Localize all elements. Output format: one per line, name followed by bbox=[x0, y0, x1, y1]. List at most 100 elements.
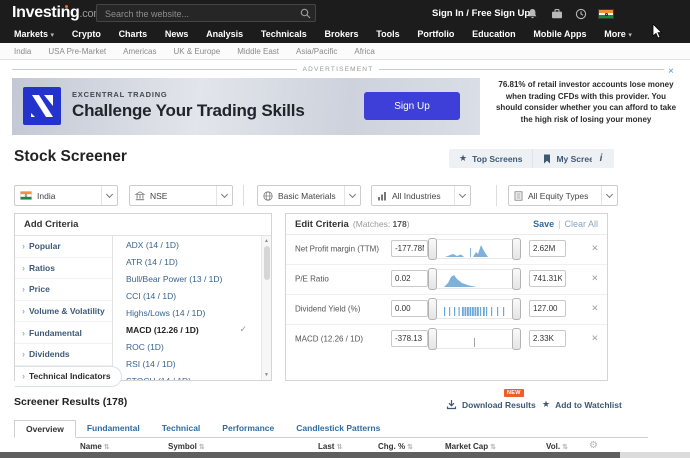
sort-icon[interactable]: ⇅ bbox=[490, 443, 496, 451]
region-item-africa[interactable]: Africa bbox=[354, 46, 375, 56]
sign-in-link[interactable]: Sign In / Free Sign Up bbox=[432, 8, 531, 19]
nav-item-tools[interactable]: Tools bbox=[376, 29, 400, 39]
exchange-dropdown[interactable]: NSE bbox=[129, 185, 233, 206]
slider-handle-left[interactable] bbox=[428, 238, 437, 260]
nav-item-brokers[interactable]: Brokers bbox=[324, 29, 359, 39]
range-slider[interactable] bbox=[428, 298, 521, 320]
indicator-highs-lows[interactable]: Highs/Lows (14 / 1D) bbox=[126, 307, 206, 318]
download-results-button[interactable]: Download Results bbox=[446, 399, 536, 410]
search-icon[interactable] bbox=[300, 8, 311, 19]
india-flag-icon[interactable] bbox=[598, 9, 614, 19]
column-header-name[interactable]: Name ⇅ bbox=[80, 442, 110, 451]
category-price[interactable]: › Price bbox=[15, 279, 112, 301]
remove-criteria-icon[interactable]: × bbox=[591, 272, 598, 285]
min-value-input[interactable] bbox=[391, 330, 428, 347]
slider-handle-left[interactable] bbox=[428, 298, 437, 320]
max-value-input[interactable] bbox=[529, 300, 566, 317]
region-item-usa-premarket[interactable]: USA Pre-Market bbox=[48, 46, 107, 56]
sort-icon[interactable]: ⇅ bbox=[336, 443, 343, 451]
category-fundamental[interactable]: › Fundamental bbox=[15, 322, 112, 344]
nav-item-markets[interactable]: Markets ▾ bbox=[14, 29, 55, 39]
category-popular[interactable]: › Popular bbox=[15, 236, 112, 258]
min-value-input[interactable] bbox=[391, 270, 428, 287]
region-item-americas[interactable]: Americas bbox=[123, 46, 157, 56]
slider-handle-right[interactable] bbox=[512, 328, 521, 350]
nav-item-education[interactable]: Education bbox=[472, 29, 516, 39]
nav-item-charts[interactable]: Charts bbox=[118, 29, 148, 39]
my-screens-button[interactable]: My Screens bbox=[532, 149, 613, 168]
notifications-bell-icon[interactable] bbox=[527, 8, 538, 20]
sort-icon[interactable]: ⇅ bbox=[562, 443, 568, 451]
sort-icon[interactable]: ⇅ bbox=[103, 443, 110, 451]
indicator-bull-bear-power[interactable]: Bull/Bear Power (13 / 1D) bbox=[126, 273, 223, 284]
nav-item-crypto[interactable]: Crypto bbox=[71, 29, 101, 39]
slider-handle-right[interactable] bbox=[512, 238, 521, 260]
vertical-scrollbar[interactable]: ▲ ▼ bbox=[261, 236, 271, 380]
site-search-box[interactable] bbox=[96, 4, 316, 22]
column-header-last[interactable]: Last ⇅ bbox=[318, 442, 343, 451]
table-settings-gear-icon[interactable]: ⚙ bbox=[589, 440, 598, 451]
sort-icon[interactable]: ⇅ bbox=[198, 443, 205, 451]
column-header-chg-pct[interactable]: Chg. % ⇅ bbox=[378, 442, 413, 451]
indicator-cci[interactable]: CCI (14 / 1D) bbox=[126, 290, 177, 301]
sort-icon[interactable]: ⇅ bbox=[407, 443, 413, 451]
indicator-roc[interactable]: ROC (1D) bbox=[126, 341, 164, 352]
recent-clock-icon[interactable] bbox=[575, 8, 587, 20]
indicator-macd-selected[interactable]: MACD (12.26 / 1D) ✓ bbox=[126, 324, 247, 335]
region-item-asia-pacific[interactable]: Asia/Pacific bbox=[296, 46, 338, 56]
clear-all-link[interactable]: Clear All bbox=[564, 219, 598, 229]
range-slider[interactable] bbox=[428, 328, 521, 350]
search-input[interactable] bbox=[103, 6, 297, 22]
column-header-market-cap[interactable]: Market Cap ⇅ bbox=[445, 442, 496, 451]
max-value-input[interactable] bbox=[529, 270, 566, 287]
indicator-atr[interactable]: ATR (14 / 1D) bbox=[126, 256, 178, 267]
tab-technical[interactable]: Technical bbox=[161, 423, 201, 433]
region-item-uk-europe[interactable]: UK & Europe bbox=[173, 46, 221, 56]
category-dividends[interactable]: › Dividends bbox=[15, 344, 112, 366]
column-header-symbol[interactable]: Symbol ⇅ bbox=[168, 442, 205, 451]
tab-performance[interactable]: Performance bbox=[222, 423, 275, 433]
horizontal-scrollbar[interactable] bbox=[0, 452, 690, 458]
tab-candlestick-patterns[interactable]: Candlestick Patterns bbox=[296, 423, 381, 433]
portfolio-briefcase-icon[interactable] bbox=[551, 8, 563, 20]
scrollbar-thumb[interactable] bbox=[0, 452, 620, 458]
site-logo[interactable]: Investing.com bbox=[12, 4, 102, 22]
info-button[interactable]: i bbox=[592, 149, 610, 168]
slider-handle-left[interactable] bbox=[428, 268, 437, 290]
equity-type-dropdown[interactable]: All Equity Types bbox=[508, 185, 618, 206]
category-technical-indicators[interactable]: › Technical Indicators bbox=[15, 365, 122, 388]
tab-fundamental[interactable]: Fundamental bbox=[86, 423, 140, 433]
ad-banner[interactable]: EXCENTRAL TRADING Challenge Your Trading… bbox=[12, 78, 480, 135]
ad-sign-up-button[interactable]: Sign Up bbox=[364, 92, 460, 120]
scroll-down-icon[interactable]: ▼ bbox=[264, 372, 269, 378]
nav-item-more[interactable]: More ▾ bbox=[604, 29, 632, 39]
nav-item-portfolio[interactable]: Portfolio bbox=[417, 29, 455, 39]
indicator-stoch[interactable]: STOCH (14 / 1D) bbox=[113, 372, 261, 381]
scrollbar-thumb[interactable] bbox=[263, 246, 270, 280]
add-to-watchlist-button[interactable]: ★ Add to Watchlist bbox=[542, 399, 622, 410]
remove-criteria-icon[interactable]: × bbox=[591, 242, 598, 255]
indicator-rsi[interactable]: RSI (14 / 1D) bbox=[126, 358, 176, 369]
industry-dropdown[interactable]: All Industries bbox=[371, 185, 471, 206]
max-value-input[interactable] bbox=[529, 240, 566, 257]
slider-handle-right[interactable] bbox=[512, 268, 521, 290]
tab-overview[interactable]: Overview bbox=[14, 420, 76, 438]
min-value-input[interactable] bbox=[391, 300, 428, 317]
indicator-adx[interactable]: ADX (14 / 1D) bbox=[126, 239, 179, 250]
remove-criteria-icon[interactable]: × bbox=[591, 302, 598, 315]
column-header-vol[interactable]: Vol. ⇅ bbox=[546, 442, 568, 451]
region-item-india[interactable]: India bbox=[14, 46, 32, 56]
nav-item-analysis[interactable]: Analysis bbox=[206, 29, 244, 39]
region-item-middle-east[interactable]: Middle East bbox=[237, 46, 279, 56]
country-dropdown[interactable]: India bbox=[14, 185, 118, 206]
category-volume-volatility[interactable]: › Volume & Volatility bbox=[15, 301, 112, 323]
top-screens-button[interactable]: ★ Top Screens bbox=[459, 153, 523, 164]
nav-item-news[interactable]: News bbox=[164, 29, 189, 39]
min-value-input[interactable] bbox=[391, 240, 428, 257]
max-value-input[interactable] bbox=[529, 330, 566, 347]
category-ratios[interactable]: › Ratios bbox=[15, 258, 112, 280]
range-slider[interactable] bbox=[428, 268, 521, 290]
remove-criteria-icon[interactable]: × bbox=[591, 332, 598, 345]
sector-dropdown[interactable]: Basic Materials bbox=[257, 185, 361, 206]
slider-handle-left[interactable] bbox=[428, 328, 437, 350]
